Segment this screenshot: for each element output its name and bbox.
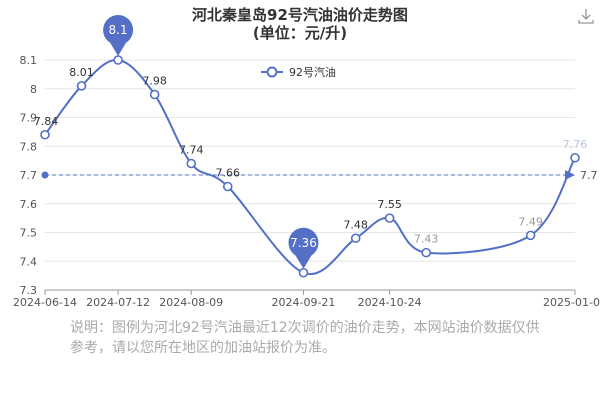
data-label: 8.01 [69, 66, 94, 79]
x-tick-label: 2025-01-03 [543, 296, 600, 309]
y-tick-label: 7.9 [20, 112, 38, 125]
data-point [298, 267, 309, 278]
data-point [40, 129, 50, 140]
legend-marker [266, 66, 278, 78]
legend-label: 92号汽油 [289, 65, 336, 79]
data-point [76, 81, 87, 91]
average-label: 7.7 [580, 169, 598, 182]
data-label: 7.74 [179, 144, 204, 157]
data-point [570, 152, 580, 163]
download-icon[interactable] [578, 8, 594, 24]
data-label: 7.98 [142, 75, 167, 88]
max-marker-label: 8.1 [109, 23, 128, 37]
y-tick-label: 8 [30, 83, 37, 96]
data-labels: 7.84 8.01 7.98 7.74 7.66 7.48 7.55 7.43 7.49 7.76 [34, 66, 588, 246]
data-label: 7.84 [34, 115, 59, 128]
x-tick-label: 2024-07-12 [86, 296, 150, 309]
data-label: 7.66 [216, 167, 241, 180]
min-marker: 7.36 [288, 227, 319, 269]
data-label: 7.76 [563, 138, 588, 151]
x-tick-label: 2024-08-09 [159, 296, 223, 309]
x-axis: 2024-06-14 2024-07-12 2024-08-09 2024-09-21… [13, 289, 600, 309]
extreme-markers: 8.1 7.36 [103, 15, 319, 269]
max-marker-tip [109, 41, 128, 56]
data-point [186, 158, 197, 169]
y-tick-label: 7.4 [20, 255, 38, 268]
y-tick-label: 8.1 [20, 54, 38, 67]
chart-title: 河北秦皇岛92号汽油油价走势图 [192, 6, 408, 24]
data-point [149, 89, 160, 100]
x-tick-label: 2024-06-14 [13, 296, 77, 309]
data-label: 7.43 [414, 233, 439, 246]
data-point [421, 247, 431, 258]
data-label: 7.49 [518, 215, 543, 228]
min-marker-tip [294, 253, 313, 269]
average-start-marker [41, 171, 49, 179]
data-point [350, 233, 361, 244]
y-tick-label: 7.6 [20, 198, 38, 211]
min-marker-bubble [288, 227, 319, 258]
disclaimer-note: 说明：图例为河北92号汽油最近12次调价的油价走势，本网站油价数据仅供参考，请以… [70, 320, 540, 356]
data-point [113, 55, 123, 65]
y-tick-label: 7.8 [20, 140, 38, 153]
max-marker: 8.1 [103, 15, 134, 56]
y-tick-label: 7.7 [20, 169, 38, 182]
x-tick-label: 2024-10-24 [358, 296, 422, 309]
max-marker-bubble [103, 15, 134, 45]
y-axis: 7.3 7.4 7.5 7.6 7.7 7.8 7.9 8 8.1 [20, 54, 38, 297]
data-points [40, 55, 580, 278]
y-tick-label: 7.3 [20, 284, 38, 297]
min-marker-label: 7.36 [290, 236, 317, 250]
data-point [384, 213, 395, 223]
data-point [222, 181, 233, 192]
x-tick-label: 2024-09-21 [272, 296, 336, 309]
data-label: 7.55 [377, 198, 402, 211]
legend[interactable]: 92号汽油 [261, 65, 336, 79]
data-point [525, 230, 536, 241]
data-label: 7.48 [343, 218, 368, 231]
average-line-group: 7.7 [41, 169, 598, 182]
y-tick-label: 7.5 [20, 227, 38, 240]
chart-subtitle: (单位：元/升) [253, 24, 347, 42]
